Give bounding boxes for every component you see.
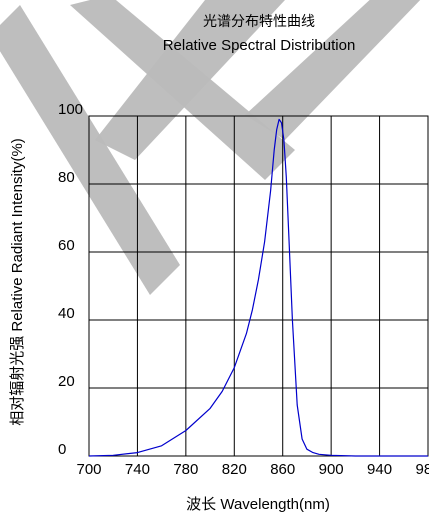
y-tick-label: 20 xyxy=(58,373,75,390)
watermark-stripe xyxy=(95,0,285,160)
y-tick-label: 100 xyxy=(58,101,83,118)
x-tick-label: 700 xyxy=(76,461,101,478)
x-tick-label: 940 xyxy=(367,461,392,478)
grid xyxy=(89,116,428,456)
tick-labels: 700 740 780 820 860 900 940 980 0 20 40 60 80 100 xyxy=(58,101,429,478)
watermark-stripe xyxy=(0,5,180,295)
y-tick-label: 80 xyxy=(58,169,75,186)
y-axis-label: 相对辐射光强 Relative Radiant Intensity(%) xyxy=(9,138,26,426)
y-tick-label: 0 xyxy=(58,441,66,458)
series-line xyxy=(88,118,428,457)
y-tick-label: 60 xyxy=(58,237,75,254)
chart-subtitle: Relative Spectral Distribution xyxy=(163,37,356,54)
x-tick-label: 980 xyxy=(415,461,429,478)
x-tick-label: 780 xyxy=(173,461,198,478)
x-tick-label: 900 xyxy=(319,461,344,478)
chart-title: 光谱分布特性曲线 xyxy=(203,13,315,29)
watermark xyxy=(0,0,421,295)
x-tick-label: 860 xyxy=(270,461,295,478)
x-axis-label: 波长 Wavelength(nm) xyxy=(186,496,330,513)
watermark-stripe xyxy=(245,0,421,140)
x-tick-label: 740 xyxy=(125,461,150,478)
series-layer xyxy=(88,118,428,457)
x-tick-label: 820 xyxy=(222,461,247,478)
y-tick-label: 40 xyxy=(58,305,75,322)
plot-area xyxy=(88,115,429,457)
